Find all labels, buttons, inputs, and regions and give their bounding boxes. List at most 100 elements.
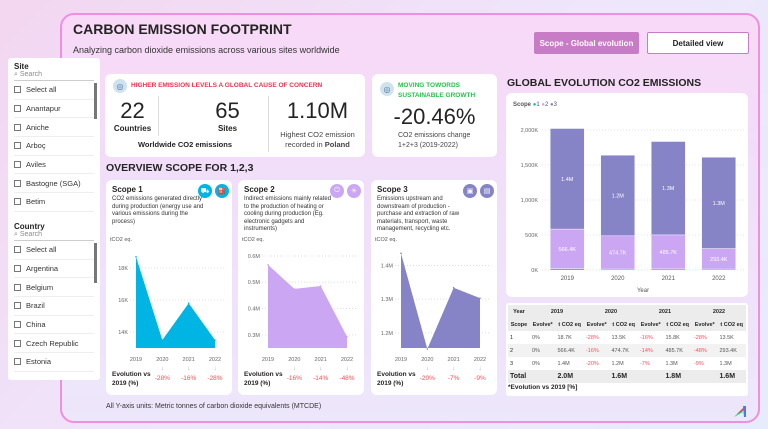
overview-title: OVERVIEW SCOPE FOR 1,2,3 <box>106 162 254 174</box>
legend-item[interactable]: ●3 <box>550 102 557 108</box>
legend-item[interactable]: ●2 <box>541 102 550 108</box>
table-total-row: Total 2.0M 1.6M 1.8M 1.6M <box>508 370 746 383</box>
site-search-input[interactable]: ⌕ Search <box>14 71 94 81</box>
page-title: CARBON EMISSION FOOTPRINT <box>73 21 292 37</box>
table-cell: 1.2M <box>611 360 624 367</box>
scrollbar[interactable] <box>94 242 97 283</box>
checkbox[interactable] <box>14 105 21 113</box>
powerbi-logo-icon <box>733 404 747 418</box>
evolution-value: -16% <box>181 375 197 382</box>
site-option[interactable]: Anantapur <box>14 100 94 119</box>
bar-scope-3-2022[interactable] <box>701 157 736 249</box>
detailed-view-button[interactable]: Detailed view <box>647 32 749 54</box>
x-tick-label: 2020 <box>288 357 300 363</box>
bar-scope-3-2019[interactable] <box>550 128 585 230</box>
evolution-value: -28% <box>207 375 223 382</box>
scope-global-evolution-button[interactable]: Scope - Global evolution <box>534 32 639 54</box>
checkbox[interactable] <box>14 86 21 94</box>
search-placeholder: Search <box>19 71 43 78</box>
bar-scope-2-2019[interactable] <box>550 228 585 269</box>
bar-data-label: 1.3M <box>662 186 675 192</box>
site-option[interactable]: Aniche <box>14 118 94 138</box>
scope-description: CO2 emissions generated directly during … <box>112 196 204 225</box>
evolve-header: Evolve* <box>586 321 607 328</box>
data-point <box>214 339 216 341</box>
checkbox[interactable] <box>14 142 21 150</box>
bar-scope-2-2021[interactable] <box>651 234 686 270</box>
scope-cell: 3 <box>510 360 514 367</box>
legend-label: 1 <box>536 102 540 108</box>
down-arrow-icon: ↓ <box>478 366 482 372</box>
table-cell: 13.5K <box>719 334 734 341</box>
checkbox[interactable] <box>14 339 21 347</box>
checkbox[interactable] <box>14 246 21 254</box>
table-header-row: Year 2019 2020 2021 2022 <box>508 305 746 318</box>
option-label: China <box>26 319 46 329</box>
country-search-input[interactable]: ⌕ Search <box>14 231 94 241</box>
country-option[interactable]: Select all <box>14 241 94 260</box>
site-option[interactable]: Arboç <box>14 137 94 156</box>
bar-scope-3-2020[interactable] <box>600 154 635 237</box>
plug-icon: ⏻ <box>330 184 344 198</box>
checkbox[interactable] <box>14 320 21 328</box>
site-option[interactable]: Select all <box>14 81 94 100</box>
x-tick-label: 2021 <box>662 276 676 282</box>
countries-label: Countries <box>113 124 152 133</box>
checkbox[interactable] <box>14 358 21 366</box>
stacked-bar-chart: 0K 500K 1,000K 1,500K 2,000K 566.4K 1.4M 2019 47… <box>521 128 744 294</box>
country-option[interactable]: China <box>14 316 94 335</box>
evolve-header: Evolve* <box>694 321 715 328</box>
country-option[interactable]: Belgium <box>14 278 94 297</box>
legend-item[interactable]: ●1 <box>533 102 542 108</box>
bar-scope-3-2021[interactable] <box>651 141 686 236</box>
checkbox[interactable] <box>14 161 21 169</box>
table-cell: 566.4K <box>557 347 575 354</box>
scope-description: Emissions upstream and downstream of pro… <box>377 196 460 233</box>
global-evolution-title: GLOBAL EVOLUTION CO2 EMISSIONS <box>507 77 702 89</box>
y-tick-label: 0K <box>531 268 538 274</box>
evolve-header: Evolve* <box>532 321 553 328</box>
checkbox[interactable] <box>14 123 21 131</box>
evolution-value: -48% <box>339 375 355 382</box>
checkbox[interactable] <box>14 179 21 187</box>
country-option[interactable]: Brazil <box>14 297 94 316</box>
option-label: Argentina <box>26 263 59 273</box>
scrollbar[interactable] <box>94 83 97 119</box>
footer-note: All Y-axis units: Metric tonnes of carbo… <box>106 403 322 410</box>
country-option[interactable]: Estonia <box>14 353 94 372</box>
table-cell: -16% <box>585 347 599 354</box>
checkbox[interactable] <box>14 302 21 310</box>
site-option[interactable]: Aviles <box>14 156 94 175</box>
country-option[interactable]: Czech Republic <box>14 334 94 353</box>
evolution-value: -7% <box>447 375 460 382</box>
total-cell: 1.8M <box>663 370 692 383</box>
chart-legend: Scope ●1 ●2 ●3 <box>513 102 557 108</box>
option-label: Belgium <box>26 282 54 292</box>
down-arrow-icon: ↓ <box>425 366 429 372</box>
scope-title: Scope 1 <box>112 185 143 194</box>
evolution-label: Evolution vs 2019 (%) <box>244 371 283 387</box>
bar-data-label: 566.4K <box>559 247 577 253</box>
y-axis-unit: tCO2 eq. <box>242 237 265 243</box>
table-cell: 1.4M <box>557 360 570 367</box>
country-option[interactable]: Argentina <box>14 260 94 279</box>
site-option[interactable]: Bastogne (SGA) <box>14 174 94 194</box>
table-cell: 474.7K <box>611 347 629 354</box>
site-option[interactable]: Betim <box>14 193 94 212</box>
down-arrow-icon: ↓ <box>187 366 191 372</box>
highest-value: 1.10M <box>286 98 349 123</box>
checkbox[interactable] <box>14 283 21 291</box>
checkbox[interactable] <box>14 264 21 272</box>
change-label: CO2 emissions change 1+2+3 (2019-2022) <box>398 132 471 149</box>
highest-kpi: 1.10M Highest CO2 emission recorded in P… <box>270 98 365 150</box>
x-tick-label: 2022 <box>341 357 353 363</box>
table-cell: 15.8K <box>665 334 680 341</box>
scope-cell: 2 <box>510 347 514 354</box>
checkbox[interactable] <box>14 198 21 206</box>
year-column-header: 2021 <box>658 308 672 315</box>
option-label: Bastogne (SGA) <box>26 178 81 188</box>
bar-scope-2-2020[interactable] <box>600 235 635 270</box>
table-cell: 1.3M <box>719 360 732 367</box>
table-cell: -28% <box>693 334 707 341</box>
total-cell: 1.6M <box>717 370 746 383</box>
